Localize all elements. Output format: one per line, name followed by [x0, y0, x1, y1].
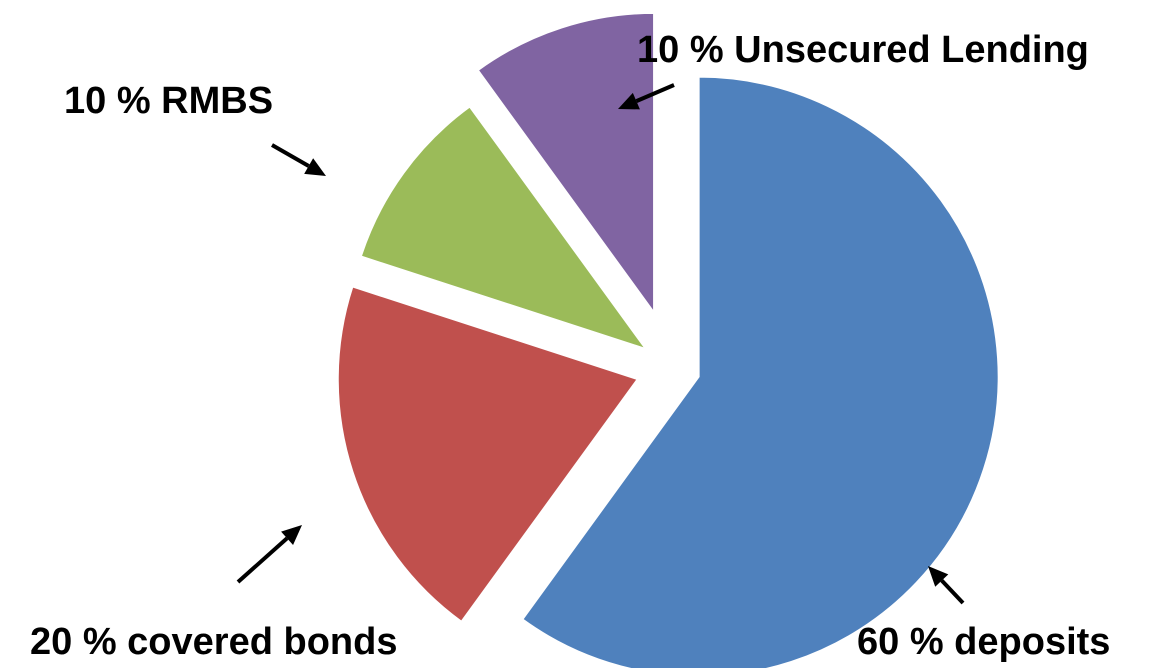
slice-deposits — [520, 75, 1000, 668]
arrow-deposits — [928, 566, 965, 605]
pie-slices — [336, 11, 1000, 668]
label-unsecured-lending: 10 % Unsecured Lending — [637, 29, 1089, 71]
arrow-covered-bonds-line — [236, 536, 289, 584]
arrow-covered-bonds-head — [281, 525, 302, 546]
label-arrows — [236, 83, 965, 605]
label-deposits: 60 % deposits — [857, 621, 1110, 663]
label-covered-bonds: 20 % covered bonds — [30, 621, 397, 663]
label-rmbs: 10 % RMBS — [64, 80, 273, 122]
slice-unsecured-lending — [476, 11, 656, 316]
arrow-unsecured-lending — [618, 83, 675, 110]
arrow-rmbs-head — [304, 158, 326, 176]
arrow-rmbs-line — [271, 143, 310, 168]
arrow-rmbs — [271, 143, 326, 176]
arrow-deposits-line — [940, 579, 965, 605]
arrow-covered-bonds — [236, 525, 302, 584]
slice-rmbs — [359, 105, 649, 352]
slice-covered-bonds — [336, 285, 640, 624]
arrow-unsecured-lending-line — [635, 83, 675, 103]
arrow-deposits-head — [928, 566, 949, 587]
pie-labels: 60 % deposits 20 % covered bonds 10 % RM… — [30, 29, 1110, 663]
arrow-unsecured-lending-head — [618, 92, 640, 110]
